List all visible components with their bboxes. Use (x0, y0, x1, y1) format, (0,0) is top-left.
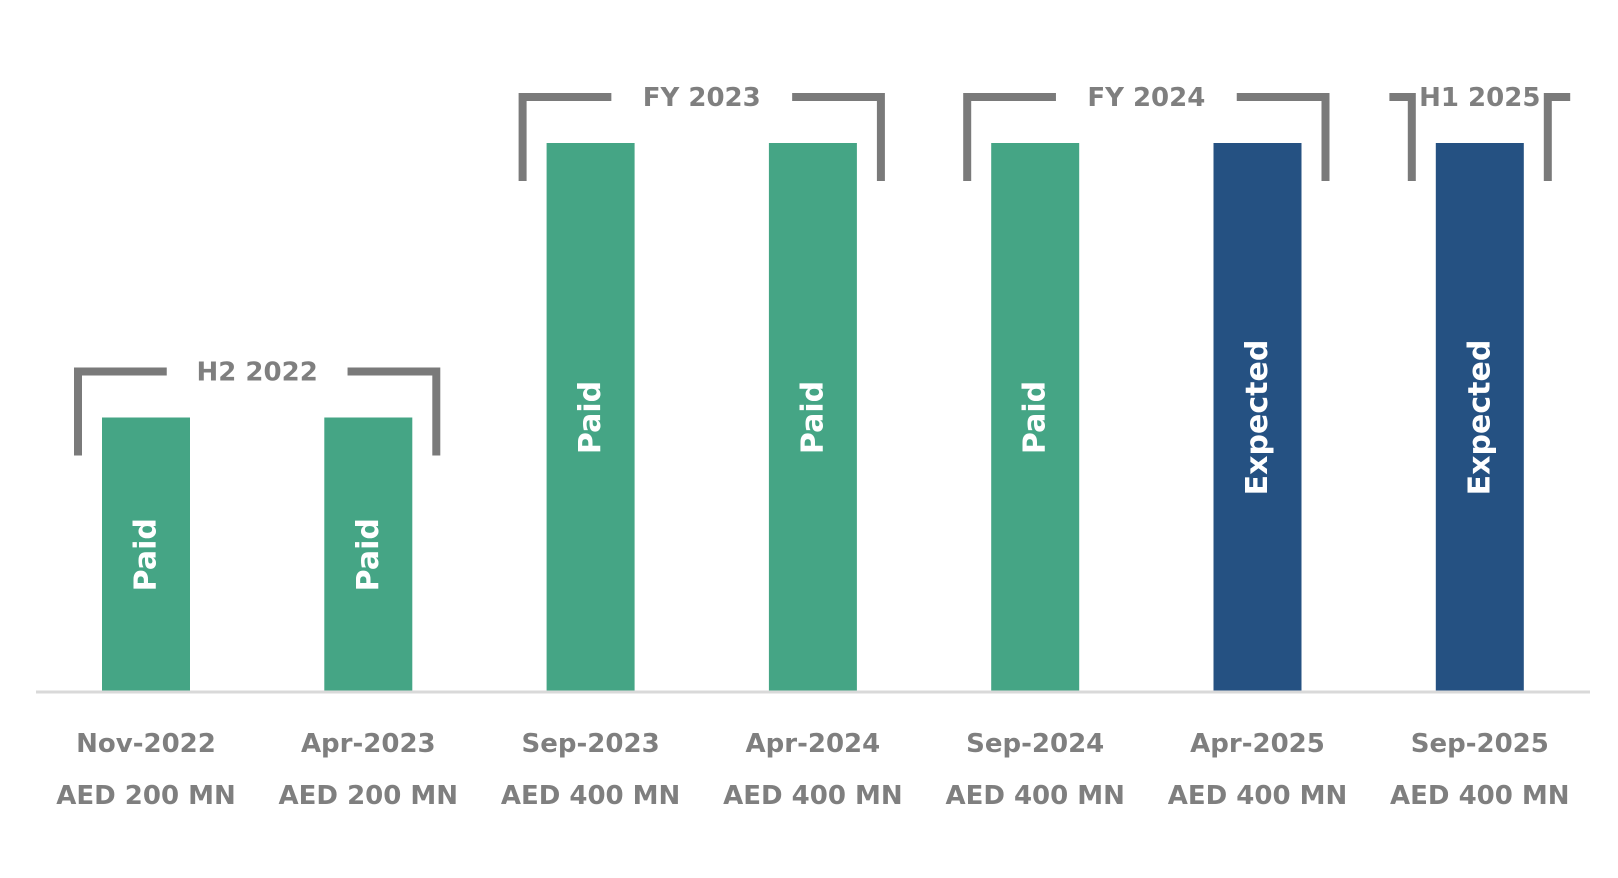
x-tick-date-label: Apr-2025 (1190, 729, 1325, 759)
group-bracket-fy-2023: FY 2023 (518, 83, 885, 181)
bracket-left-arm (1389, 93, 1416, 181)
group-label: FY 2023 (643, 83, 761, 113)
x-tick-amount-label: AED 400 MN (501, 781, 680, 811)
bar-status-label: Paid (1018, 381, 1053, 454)
bracket-right-arm (1543, 93, 1571, 181)
group-bracket-h2-2022: H2 2022 (74, 358, 441, 456)
x-tick-date-label: Apr-2023 (301, 729, 436, 759)
bar-status-label: Paid (573, 381, 608, 454)
group-label: H2 2022 (197, 358, 318, 388)
bar-sep-2024 (991, 143, 1080, 692)
bar-sep-2025 (1435, 143, 1524, 692)
bar-status-label: Expected (1240, 340, 1275, 496)
bar-sep-2023 (546, 143, 635, 692)
bracket-right-arm (347, 367, 441, 456)
x-tick-amount-label: AED 200 MN (56, 781, 235, 811)
x-tick-amount-label: AED 400 MN (723, 781, 902, 811)
bar-apr-2024 (768, 143, 857, 692)
x-axis-labels: Nov-2022 AED 200 MN Apr-2023 AED 200 MN Sep-… (56, 729, 1569, 811)
bar-apr-2023 (324, 417, 413, 692)
x-tick-date-label: Sep-2023 (522, 729, 660, 759)
bar-status-label: Expected (1462, 340, 1497, 496)
x-tick-amount-label: AED 200 MN (279, 781, 458, 811)
bracket-left-arm (74, 367, 167, 456)
x-tick-amount-label: AED 400 MN (1168, 781, 1347, 811)
x-tick-amount-label: AED 400 MN (945, 781, 1124, 811)
bar-status-label: Paid (351, 518, 386, 591)
x-tick-date-label: Sep-2024 (966, 729, 1104, 759)
bar-nov-2022 (102, 417, 190, 692)
x-tick-date-label: Nov-2022 (76, 729, 216, 759)
bracket-right-arm (792, 93, 885, 181)
group-brackets: H2 2022 FY 2023 FY 2024 H1 2025 (74, 83, 1571, 456)
x-tick-amount-label: AED 400 MN (1390, 781, 1569, 811)
group-label: H1 2025 (1419, 83, 1540, 113)
bar-status-label: Paid (795, 381, 830, 454)
x-tick-date-label: Apr-2024 (746, 729, 881, 759)
group-label: FY 2024 (1087, 83, 1205, 113)
bracket-left-arm (963, 93, 1056, 181)
group-bracket-h1-2025: H1 2025 (1389, 83, 1571, 181)
bar-status-label: Paid (129, 518, 164, 591)
bars: Paid Paid Paid Paid Paid Expected Expected (102, 143, 1524, 692)
bar-apr-2025 (1213, 143, 1302, 692)
group-bracket-fy-2024: FY 2024 (963, 83, 1330, 181)
bracket-right-arm (1236, 93, 1330, 181)
x-tick-date-label: Sep-2025 (1411, 729, 1549, 759)
bracket-left-arm (518, 93, 612, 181)
